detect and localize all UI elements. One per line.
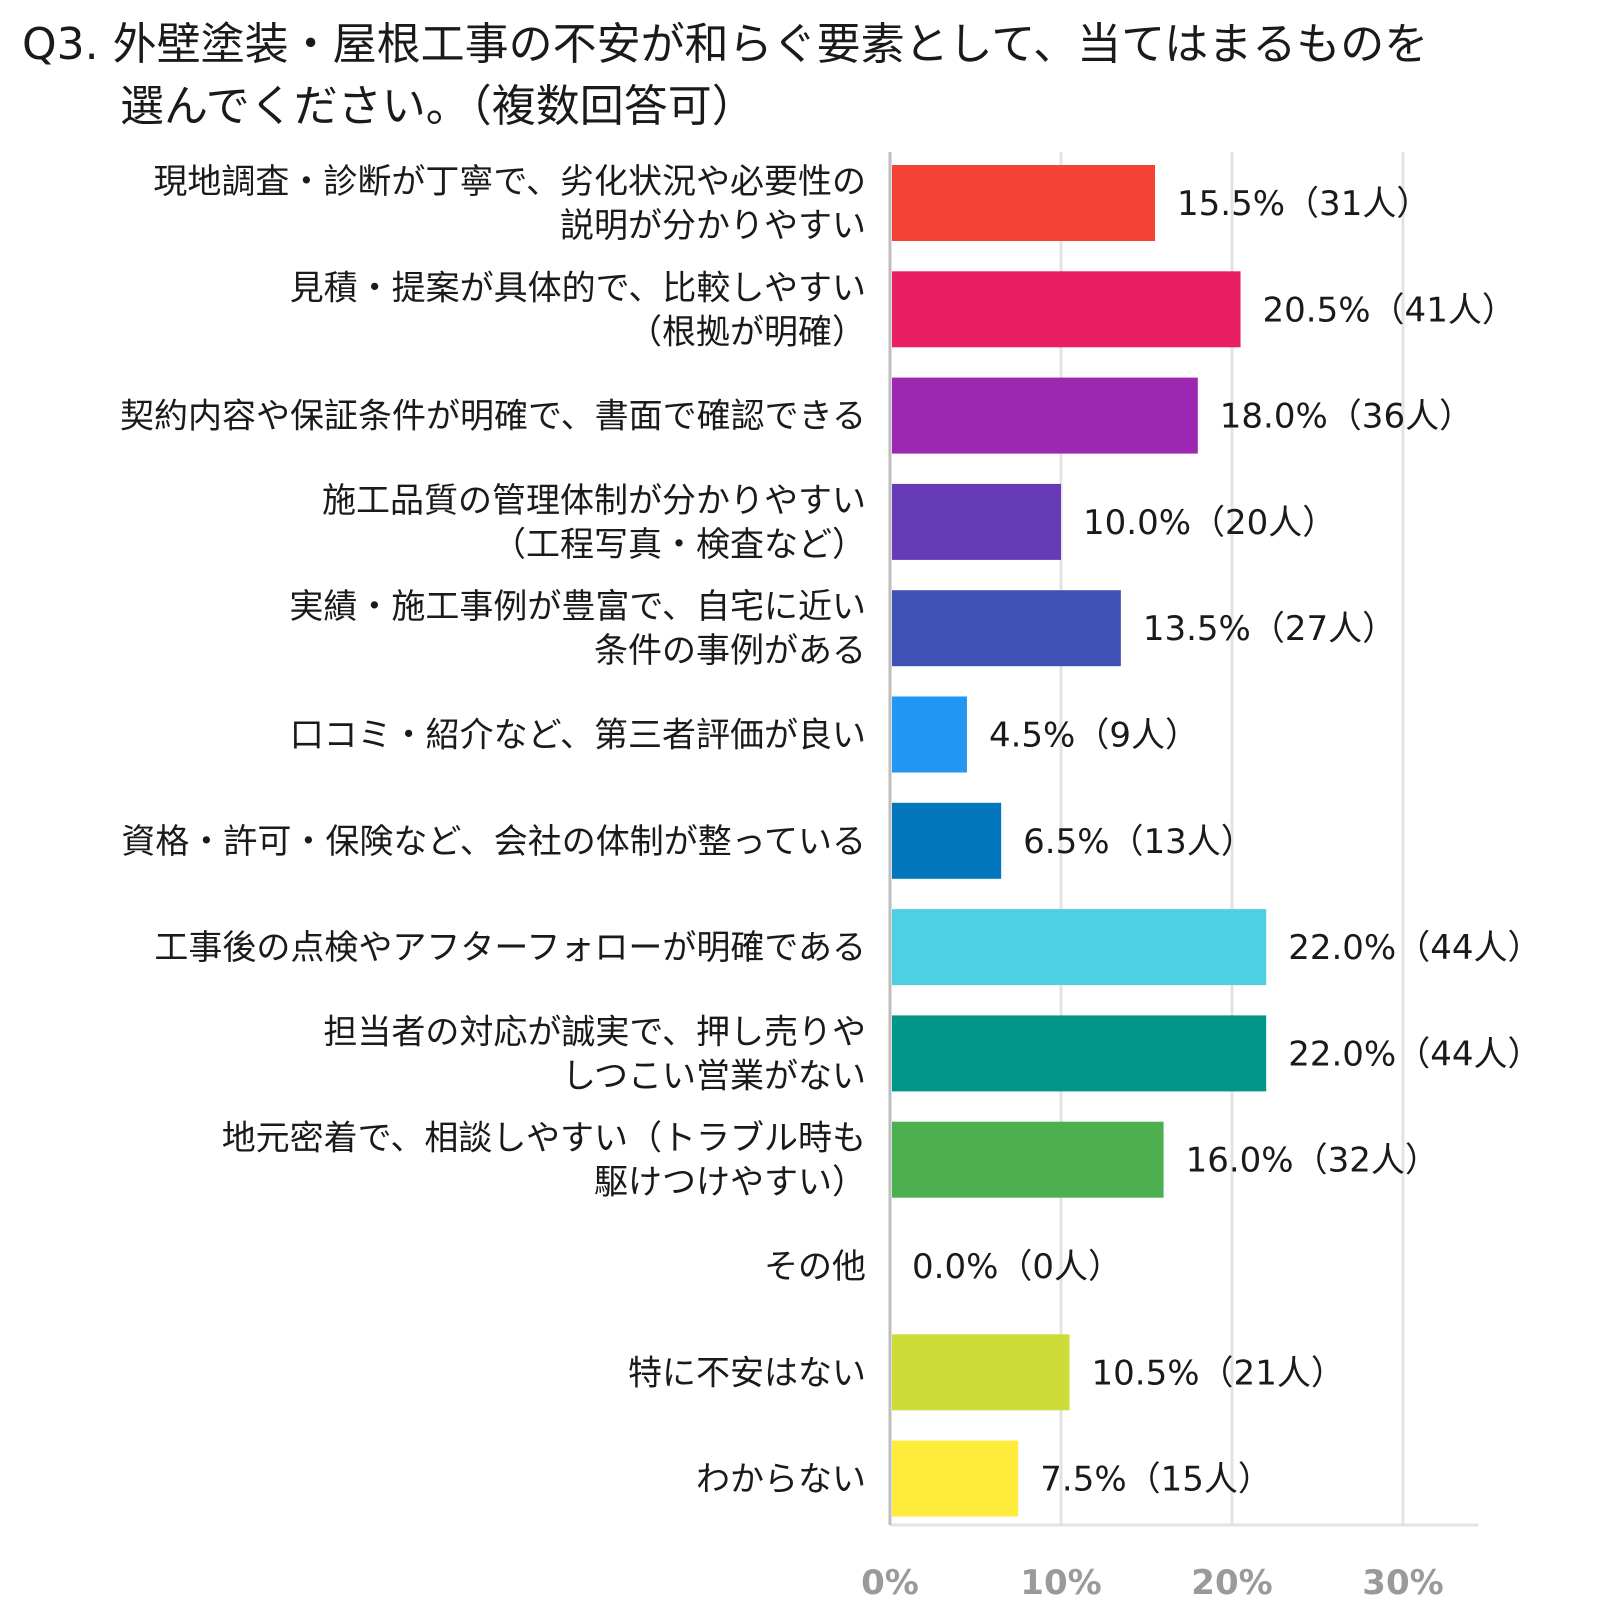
bar	[892, 165, 1156, 241]
category-label: 担当者の対応が誠実で、押し売りや	[323, 1012, 866, 1052]
data-label: 13.5%（27人）	[1143, 609, 1396, 649]
category-label: 条件の事例がある	[594, 631, 866, 671]
data-label: 6.5%（13人）	[1023, 822, 1255, 862]
data-label: 18.0%（36人）	[1220, 397, 1473, 437]
category-label: 説明が分かりやすい	[560, 206, 866, 246]
x-tick-label: 10%	[1020, 1563, 1101, 1603]
chart-title: Q3. 外壁塗装・屋根工事の不安が和らぐ要素として、当てはまるものを 選んでくだ…	[22, 14, 1582, 138]
category-label: 契約内容や保証条件が明確で、書面で確認できる	[120, 397, 866, 437]
bar	[892, 1440, 1019, 1517]
data-label: 20.5%（41人）	[1263, 290, 1516, 330]
data-label: 10.0%（20人）	[1083, 503, 1336, 543]
bar	[892, 1015, 1267, 1092]
category-label: 工事後の点検やアフターフォローが明確である	[154, 928, 866, 968]
data-label: 16.0%（32人）	[1186, 1141, 1439, 1181]
x-tick-label: 0%	[861, 1563, 919, 1603]
x-tick-label: 30%	[1362, 1563, 1443, 1603]
bar	[892, 1334, 1070, 1411]
bar	[892, 1121, 1164, 1198]
bar	[892, 590, 1121, 667]
data-label: 7.5%（15人）	[1040, 1460, 1272, 1500]
category-label: 口コミ・紹介など、第三者評価が良い	[290, 716, 866, 756]
bar	[892, 483, 1061, 560]
category-label: 見積・提案が具体的で、比較しやすい	[290, 268, 866, 308]
category-label: 現地調査・診断が丁寧で、劣化状況や必要性の	[153, 162, 866, 202]
category-label: しつこい営業がない	[562, 1056, 866, 1096]
data-label: 0.0%（0人）	[912, 1247, 1122, 1287]
title-line-2: 選んでください。（複数回答可）	[120, 81, 756, 132]
category-label: 施工品質の管理体制が分かりやすい	[322, 481, 866, 521]
data-label: 4.5%（9人）	[989, 716, 1199, 756]
bar	[892, 271, 1241, 348]
data-label: 22.0%（44人）	[1288, 1034, 1541, 1074]
category-label: わからない	[696, 1460, 866, 1500]
category-label: 特に不安はない	[628, 1353, 866, 1393]
data-label: 15.5%（31人）	[1177, 184, 1430, 224]
category-label: （工程写真・検査など）	[492, 525, 866, 565]
bar	[892, 909, 1267, 986]
title-line-1: Q3. 外壁塗装・屋根工事の不安が和らぐ要素として、当てはまるものを	[22, 19, 1429, 70]
data-label: 22.0%（44人）	[1288, 928, 1541, 968]
category-label: 駆けつけやすい）	[594, 1163, 866, 1203]
category-label: （根拠が明確）	[628, 312, 866, 352]
bar	[892, 377, 1198, 454]
data-label: 10.5%（21人）	[1092, 1353, 1345, 1393]
category-label: 実績・施工事例が豊富で、自宅に近い	[289, 587, 866, 627]
bar	[892, 802, 1002, 879]
category-label: 地元密着で、相談しやすい（トラブル時も	[222, 1119, 866, 1159]
category-label: その他	[764, 1247, 866, 1287]
x-tick-label: 20%	[1191, 1563, 1272, 1603]
category-label: 資格・許可・保険など、会社の体制が整っている	[121, 822, 866, 862]
bar	[892, 696, 967, 773]
